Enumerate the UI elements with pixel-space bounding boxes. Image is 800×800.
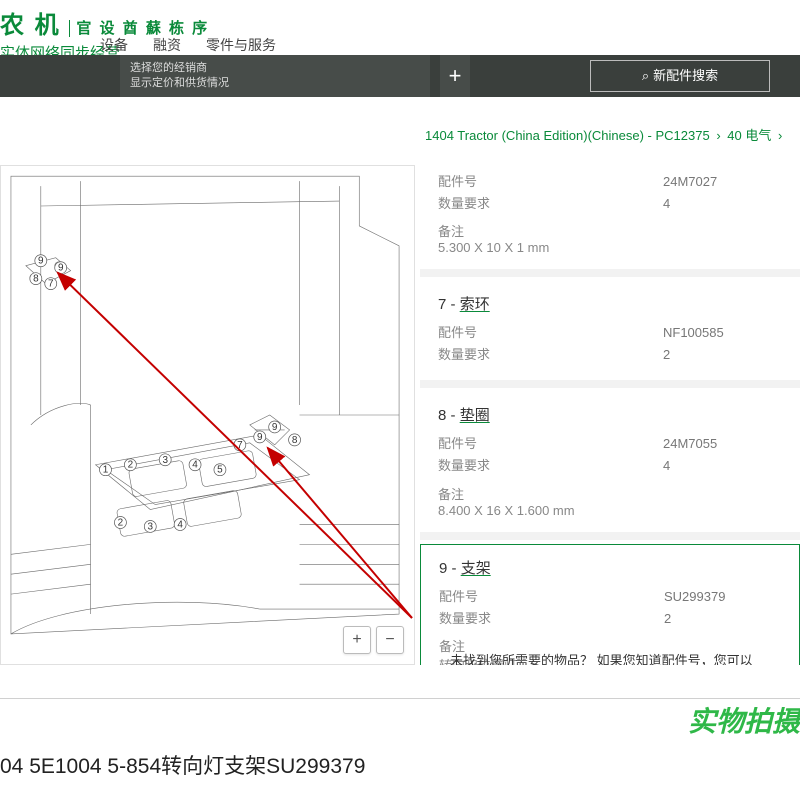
breadcrumb: 1404 Tractor (China Edition)(Chinese) - … (425, 125, 785, 144)
footer-separator (0, 698, 800, 699)
part-title: 9 - 支架 (439, 557, 781, 578)
svg-text:2: 2 (118, 517, 124, 528)
svg-text:1: 1 (103, 465, 109, 476)
product-description: 04 5E1004 5-854转向灯支架SU299379 (0, 750, 365, 780)
part-card[interactable]: 8 - 垫圈配件号24M7055数量要求4备注8.400 X 16 X 1.60… (420, 392, 800, 531)
svg-text:8: 8 (292, 435, 298, 446)
nav-tab-equipment[interactable]: 设备 (100, 35, 128, 55)
technical-diagram: 9987899712345234 (1, 166, 414, 664)
nav-tab-finance[interactable]: 融资 (153, 35, 181, 55)
zoom-out-button[interactable]: − (376, 626, 404, 654)
part-title: 7 - 索环 (438, 293, 782, 314)
svg-text:9: 9 (272, 422, 278, 433)
breadcrumb-section[interactable]: 40 电气 (727, 128, 771, 143)
dealer-line2: 显示定价和供货情况 (130, 76, 420, 91)
svg-text:3: 3 (148, 521, 154, 532)
diagram-pane[interactable]: 9987899712345234 + − (0, 165, 415, 665)
nav-tabs: 设备 融资 零件与服务 (100, 35, 276, 55)
svg-text:5: 5 (217, 465, 223, 476)
part-card[interactable]: 9 - 支架配件号SU299379数量要求2备注转向和位置灯 (420, 544, 800, 665)
footer-help-text: 未找到您所需要的物品？ 如果您知道配件号，您可以 (450, 650, 753, 665)
zoom-in-button[interactable]: + (343, 626, 371, 654)
watermark-green-text: 实物拍摄 (688, 700, 800, 740)
parts-list-pane[interactable]: 配件号24M7027数量要求4备注5.300 X 10 X 1 mm 7 - 索环… (420, 155, 800, 665)
svg-text:4: 4 (177, 519, 183, 530)
svg-text:8: 8 (33, 274, 39, 285)
svg-text:3: 3 (162, 455, 168, 466)
part-title: 8 - 垫圈 (438, 404, 782, 425)
svg-text:4: 4 (192, 460, 198, 471)
part-card[interactable]: 7 - 索环配件号NF100585数量要求2 (420, 281, 800, 380)
svg-text:9: 9 (257, 432, 263, 443)
nav-tab-parts[interactable]: 零件与服务 (206, 35, 276, 55)
new-part-search-button[interactable]: ⌕ 新配件搜索 (590, 60, 770, 92)
dealer-line1: 选择您的经销商 (130, 61, 420, 76)
search-icon: ⌕ (642, 68, 649, 83)
search-btn-label: 新配件搜索 (653, 68, 718, 83)
add-button[interactable]: + (440, 55, 470, 97)
dealer-selector[interactable]: 选择您的经销商 显示定价和供货情况 (120, 55, 430, 97)
zoom-controls: + − (343, 626, 404, 654)
part-card[interactable]: 配件号24M7027数量要求4备注5.300 X 10 X 1 mm (420, 159, 800, 269)
svg-text:9: 9 (58, 263, 64, 274)
svg-text:2: 2 (128, 460, 134, 471)
svg-text:7: 7 (48, 279, 54, 290)
dark-toolbar: 选择您的经销商 显示定价和供货情况 + ⌕ 新配件搜索 (0, 55, 800, 97)
chevron-right-icon: › (778, 128, 782, 143)
breadcrumb-product[interactable]: 1404 Tractor (China Edition)(Chinese) - … (425, 128, 710, 143)
svg-text:9: 9 (38, 256, 44, 267)
chevron-right-icon: › (716, 128, 720, 143)
content-area: 1404 Tractor (China Edition)(Chinese) - … (0, 110, 800, 665)
